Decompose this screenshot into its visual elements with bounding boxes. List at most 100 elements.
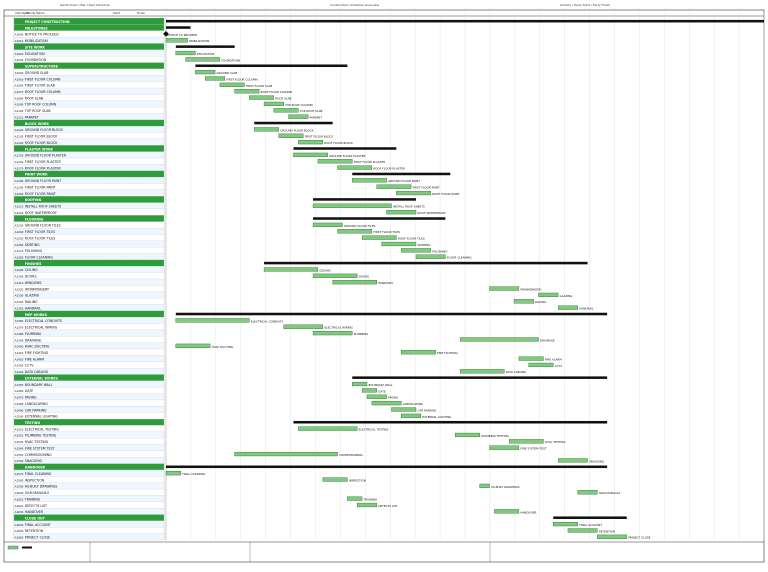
bar-label: MOBILIZATION bbox=[189, 39, 209, 43]
task-bar[interactable] bbox=[459, 337, 539, 342]
task-bar[interactable] bbox=[381, 241, 417, 247]
task-bar[interactable] bbox=[567, 528, 598, 533]
task-bar[interactable] bbox=[361, 388, 377, 393]
task-bar[interactable] bbox=[337, 165, 373, 170]
task-bar[interactable] bbox=[518, 356, 544, 361]
task-bar[interactable] bbox=[254, 127, 279, 132]
task-bar[interactable] bbox=[557, 458, 588, 463]
task-bar[interactable] bbox=[415, 254, 446, 259]
task-bar[interactable] bbox=[298, 426, 358, 431]
table-row[interactable] bbox=[13, 387, 165, 394]
task-id: A1590 bbox=[15, 485, 24, 489]
task-bar[interactable] bbox=[352, 178, 387, 183]
task-bar[interactable] bbox=[234, 451, 338, 457]
task-bar[interactable] bbox=[386, 210, 417, 215]
task-bar[interactable] bbox=[401, 350, 436, 355]
table-header-3: Finish bbox=[137, 11, 145, 15]
task-bar[interactable] bbox=[553, 522, 578, 527]
task-bar[interactable] bbox=[165, 38, 188, 43]
milestone-marker[interactable] bbox=[163, 31, 169, 37]
task-bar[interactable] bbox=[263, 267, 319, 272]
task-bar[interactable] bbox=[459, 369, 505, 374]
task-bar[interactable] bbox=[322, 477, 348, 482]
task-bar[interactable] bbox=[352, 381, 368, 387]
task-bar[interactable] bbox=[234, 89, 260, 94]
summary-bar[interactable] bbox=[352, 172, 451, 176]
task-bar[interactable] bbox=[205, 76, 225, 81]
summary-bar[interactable] bbox=[175, 312, 608, 316]
task-bar[interactable] bbox=[312, 203, 392, 208]
summary-bar[interactable] bbox=[195, 64, 348, 68]
task-bar[interactable] bbox=[356, 502, 377, 508]
task-bar[interactable] bbox=[298, 140, 324, 145]
task-bar[interactable] bbox=[175, 343, 211, 348]
task-bar[interactable] bbox=[195, 70, 216, 75]
task-bar[interactable] bbox=[401, 248, 431, 253]
task-bar[interactable] bbox=[479, 483, 490, 488]
task-bar[interactable] bbox=[273, 108, 299, 113]
task-bar[interactable] bbox=[347, 496, 363, 501]
task-bar[interactable] bbox=[376, 184, 412, 189]
summary-bar[interactable] bbox=[166, 19, 764, 23]
task-bar[interactable] bbox=[508, 439, 544, 444]
table-header-0: Activity ID bbox=[15, 11, 29, 15]
bar-label: FINAL ACCOUNT bbox=[579, 523, 602, 527]
task-id: A1100 bbox=[15, 109, 24, 113]
task-bar[interactable] bbox=[288, 114, 309, 119]
task-name: DEFECTS LIST bbox=[25, 504, 47, 508]
task-bar[interactable] bbox=[185, 57, 221, 62]
summary-bar[interactable] bbox=[264, 261, 588, 265]
summary-bar[interactable] bbox=[352, 376, 608, 379]
task-bar[interactable] bbox=[175, 50, 196, 56]
task-bar[interactable] bbox=[249, 95, 275, 100]
task-bar[interactable] bbox=[513, 299, 534, 304]
task-bar[interactable] bbox=[175, 318, 250, 323]
task-name: GROUND FLOOR PLASTER bbox=[25, 154, 67, 158]
bar-label: PLUMBING bbox=[354, 332, 369, 336]
summary-bar[interactable] bbox=[175, 45, 235, 48]
task-bar[interactable] bbox=[577, 490, 598, 495]
task-bar[interactable] bbox=[283, 324, 324, 329]
task-bar[interactable] bbox=[219, 82, 245, 87]
task-bar[interactable] bbox=[317, 159, 353, 164]
task-bar[interactable] bbox=[597, 534, 627, 539]
summary-bar[interactable] bbox=[313, 217, 446, 220]
task-bar[interactable] bbox=[401, 413, 422, 418]
task-name: FIRE SYSTEM TEST bbox=[25, 446, 55, 450]
task-bar[interactable] bbox=[557, 305, 578, 310]
task-bar[interactable] bbox=[337, 229, 373, 234]
task-bar[interactable] bbox=[489, 286, 520, 291]
summary-bar[interactable] bbox=[293, 147, 397, 150]
task-bar[interactable] bbox=[293, 152, 328, 157]
task-bar[interactable] bbox=[371, 401, 402, 406]
table-row[interactable] bbox=[13, 361, 165, 369]
task-bar[interactable] bbox=[538, 292, 559, 297]
task-name: FIRST FLOOR PAINT bbox=[25, 185, 56, 189]
task-name: NOTICE TO PROCEED bbox=[25, 33, 59, 37]
bar-label: ROOF FLOOR COLUMN bbox=[261, 90, 292, 94]
task-bar[interactable] bbox=[528, 362, 554, 368]
task-bar[interactable] bbox=[366, 394, 387, 399]
task-bar[interactable] bbox=[278, 133, 304, 138]
task-bar[interactable] bbox=[263, 101, 284, 107]
table-row[interactable] bbox=[13, 533, 165, 541]
task-bar[interactable] bbox=[312, 273, 358, 278]
task-bar[interactable] bbox=[489, 445, 520, 450]
task-bar[interactable] bbox=[455, 432, 480, 438]
summary-bar[interactable] bbox=[313, 198, 416, 201]
task-bar[interactable] bbox=[165, 471, 181, 476]
summary-bar[interactable] bbox=[254, 121, 333, 125]
summary-bar[interactable] bbox=[553, 516, 627, 519]
task-bar[interactable] bbox=[361, 235, 397, 240]
summary-bar[interactable] bbox=[166, 26, 191, 29]
task-bar[interactable] bbox=[391, 407, 417, 412]
bar-label: FINAL CLEANING bbox=[182, 472, 205, 476]
summary-bar[interactable] bbox=[166, 465, 608, 469]
task-bar[interactable] bbox=[312, 331, 353, 336]
task-bar[interactable] bbox=[332, 280, 377, 285]
summary-bar[interactable] bbox=[293, 420, 608, 424]
task-bar[interactable] bbox=[494, 509, 520, 514]
task-bar[interactable] bbox=[312, 222, 343, 227]
table-row[interactable] bbox=[13, 393, 165, 401]
task-bar[interactable] bbox=[396, 190, 431, 196]
